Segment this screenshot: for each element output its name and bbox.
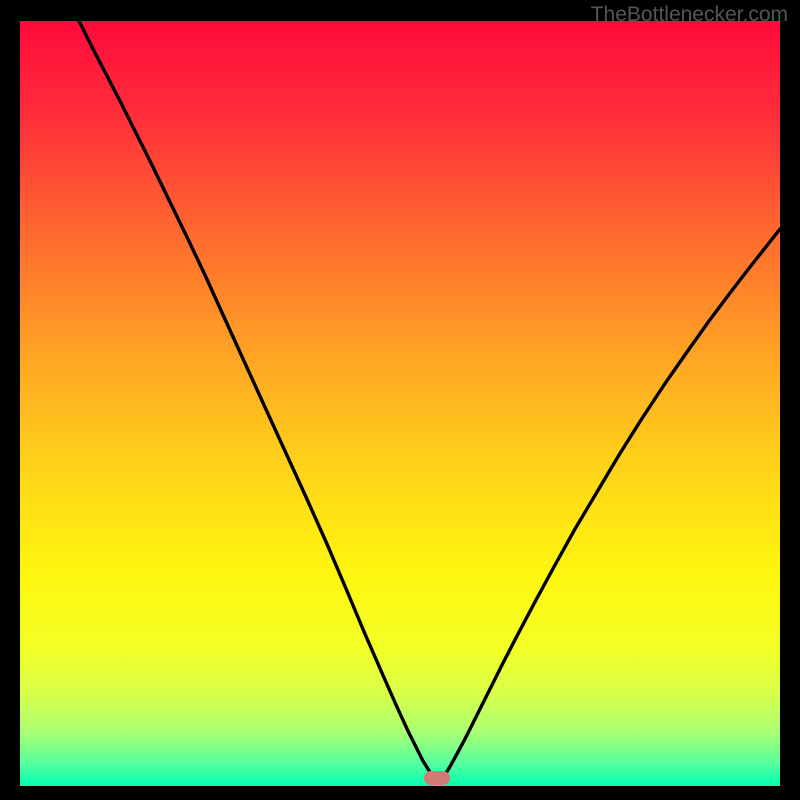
- curve-left-branch: [79, 21, 434, 777]
- frame-border-right: [780, 0, 800, 800]
- optimal-point-marker: [424, 771, 450, 785]
- plot-area: [20, 21, 780, 786]
- frame-border-bottom: [0, 786, 800, 800]
- chart-frame: TheBottlenecker.com: [0, 0, 800, 800]
- bottleneck-curve: [20, 21, 780, 786]
- watermark-text: TheBottlenecker.com: [591, 3, 788, 27]
- frame-border-left: [0, 0, 20, 800]
- curve-right-branch: [442, 229, 780, 777]
